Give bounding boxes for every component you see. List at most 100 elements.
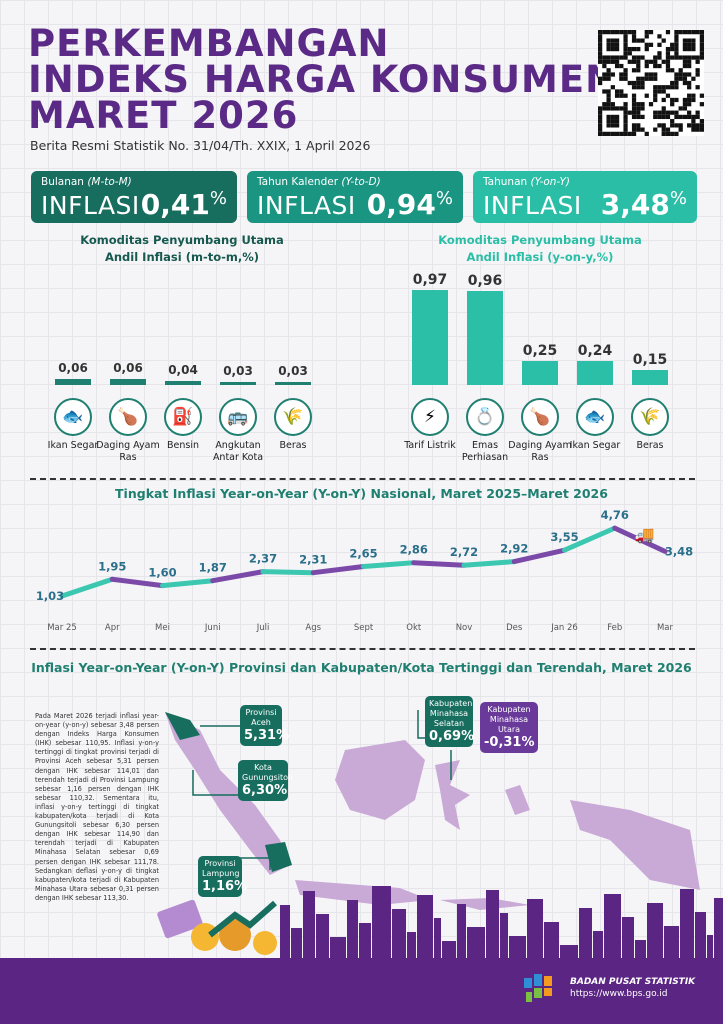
bar-value-label: 0,03 xyxy=(223,364,253,378)
chart-title-line: Komoditas Penyumbang Utama xyxy=(438,233,642,247)
bar xyxy=(632,370,668,385)
chicken-icon: 🍗 xyxy=(521,398,559,436)
point-label: 2,31 xyxy=(299,553,327,567)
category-label: Ikan Segar xyxy=(47,440,99,451)
point-label: 1,60 xyxy=(148,566,176,580)
category-label: Daging Ayam Ras xyxy=(508,440,572,463)
gold-jewelry-icon: 💍 xyxy=(466,398,504,436)
fuel-icon: ⛽ xyxy=(164,398,202,436)
x-axis-label: Okt xyxy=(406,623,422,633)
bar-value-label: 0,06 xyxy=(113,361,143,376)
aceh-map xyxy=(165,712,200,740)
callout-name: Kabupaten Minahasa Utara xyxy=(487,705,531,734)
x-axis-label: Mar 25 xyxy=(47,623,77,633)
bar-value-label: 0,06 xyxy=(58,361,88,376)
bus-icon: 🚌 xyxy=(219,398,257,436)
line-segment xyxy=(109,576,165,589)
nusa-tenggara-map xyxy=(440,898,530,910)
divider xyxy=(30,478,695,480)
line-segment xyxy=(361,560,417,570)
sumatra-map xyxy=(165,712,290,875)
point-label: 1,03 xyxy=(36,589,64,603)
card-ytd: Tahun Kalender (Y-to-D) INFLASI 0,94% xyxy=(247,171,463,223)
bar xyxy=(522,360,558,385)
category-label: Ikan Segar xyxy=(569,440,621,451)
indonesia-map xyxy=(165,710,700,910)
papua-map xyxy=(570,800,700,890)
x-axis-label: Mar xyxy=(657,623,674,633)
callout-minahasa-selatan: Kabupaten Minahasa Selatan 0,69% xyxy=(425,696,475,747)
maluku-map xyxy=(505,785,530,815)
bar xyxy=(467,290,503,385)
truck-icon: 🚚 xyxy=(635,525,655,544)
city-skyline xyxy=(280,886,723,960)
callout-name: Kota Gunungsitoli xyxy=(242,763,293,782)
line-segment xyxy=(260,569,316,576)
card-label: Bulanan xyxy=(41,176,84,188)
callout-value: 6,30% xyxy=(242,783,288,798)
card-value: 3,48 xyxy=(600,188,670,221)
line-segment xyxy=(461,559,517,568)
callout-lampung: Provinsi Lampung 1,16% xyxy=(198,856,248,897)
org-url[interactable]: https://www.bps.go.id xyxy=(570,989,668,999)
callout-value: -0,31% xyxy=(484,735,535,750)
line-segment xyxy=(210,569,266,584)
x-axis-label: Des xyxy=(506,623,523,633)
x-axis-label: Juni xyxy=(204,623,221,633)
bar xyxy=(412,289,448,385)
card-unit: % xyxy=(669,188,687,209)
point-label: 4,76 xyxy=(601,508,629,522)
callout-value: 0,69% xyxy=(429,729,475,744)
fish-icon: 🐟 xyxy=(54,398,92,436)
line-segment xyxy=(562,525,618,553)
line-segment xyxy=(612,525,668,554)
category-label: Bensin xyxy=(167,440,199,451)
callout-minahasa-utara: Kabupaten Minahasa Utara -0,31% xyxy=(480,702,538,753)
x-axis-label: Feb xyxy=(607,623,622,633)
title-line: PERKEMBANGAN xyxy=(28,22,390,65)
lampung-map xyxy=(265,842,292,872)
callout-value: 1,16% xyxy=(202,879,248,894)
card-label-em: (Y-on-Y) xyxy=(530,176,570,188)
x-axis-label: Apr xyxy=(105,623,120,633)
line-segment xyxy=(411,560,467,568)
card-unit: % xyxy=(209,188,227,209)
title-line: MARET 2026 xyxy=(28,94,299,137)
bar xyxy=(55,379,91,385)
summary-paragraph: Pada Maret 2026 terjadi inflasi year-on-… xyxy=(35,712,159,902)
callout-aceh: Provinsi Aceh 5,31% xyxy=(240,705,289,746)
bar-value-label: 0,15 xyxy=(632,352,668,369)
bar-value-label: 0,24 xyxy=(577,343,613,360)
category-label: Beras xyxy=(636,440,664,451)
line-segment xyxy=(310,564,366,576)
jawa-map xyxy=(295,880,430,905)
title-line: INDEKS HARGA KONSUMEN xyxy=(28,58,618,101)
category-label: Beras xyxy=(279,440,307,451)
x-axis-label: Mei xyxy=(155,623,170,633)
line-segment xyxy=(511,547,567,565)
bar-value-label: 0,04 xyxy=(168,363,198,378)
point-label: 2,86 xyxy=(400,543,428,557)
line-chart-title: Tingkat Inflasi Year-on-Year (Y-on-Y) Na… xyxy=(115,486,608,501)
callout-name: Provinsi Lampung xyxy=(202,859,240,878)
divider xyxy=(30,648,695,650)
category-label: Emas Perhiasan xyxy=(461,440,509,463)
bar-value-label: 0,25 xyxy=(522,342,558,359)
bar xyxy=(577,361,613,385)
yoy-chart-title: Komoditas Penyumbang Utama Andil Inflasi… xyxy=(420,232,660,266)
point-label: 1,95 xyxy=(98,559,126,573)
card-value: 0,94 xyxy=(366,188,436,221)
card-label: Tahunan xyxy=(483,176,528,188)
point-label: 2,65 xyxy=(349,547,377,561)
bps-logo-icon xyxy=(524,974,552,1002)
qr-code-icon xyxy=(598,30,704,136)
callout-gunungsitoli: Kota Gunungsitoli 6,30% xyxy=(238,760,293,801)
footer: BADAN PUSAT STATISTIK https://www.bps.go… xyxy=(0,958,723,1024)
line-segment xyxy=(59,576,115,599)
callout-name: Provinsi Aceh xyxy=(245,708,277,727)
x-axis-label: Ags xyxy=(305,623,321,633)
sulawesi-map xyxy=(435,760,470,830)
callout-name: Kabupaten Minahasa Selatan xyxy=(429,699,473,728)
page-title: PERKEMBANGAN INDEKS HARGA KONSUMEN MARET… xyxy=(28,22,618,137)
point-label: 2,72 xyxy=(450,545,478,559)
